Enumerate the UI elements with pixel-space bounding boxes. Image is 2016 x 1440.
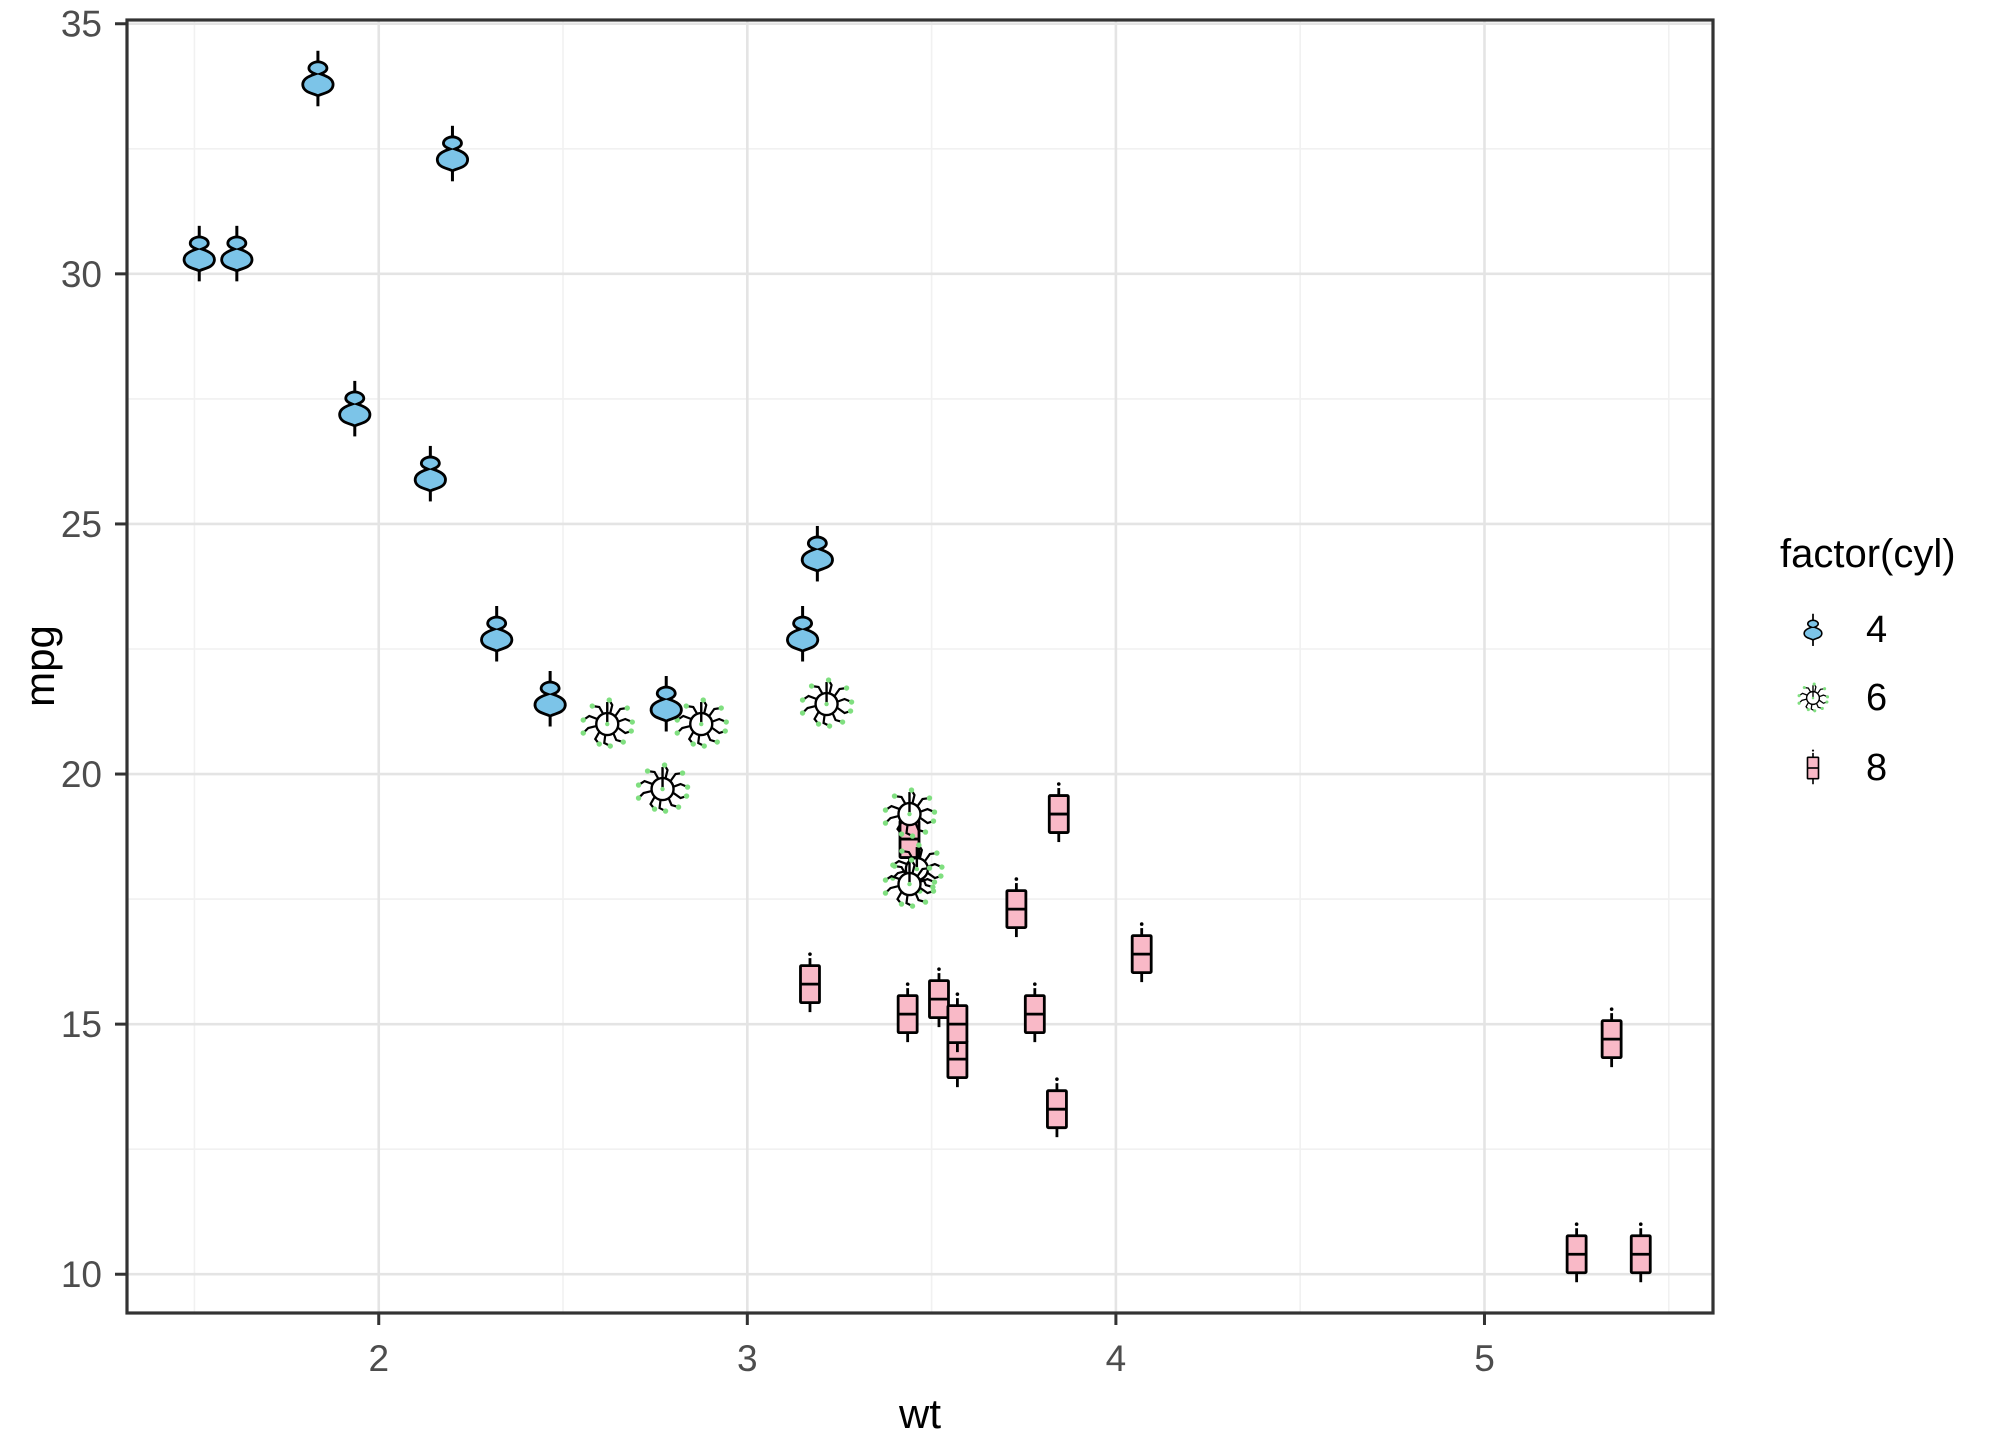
data-points <box>182 50 1652 1283</box>
point-cyl4 <box>800 525 834 582</box>
x-tick-labels: 2 3 4 5 <box>368 1338 1494 1379</box>
point-cyl8 <box>1046 1077 1068 1138</box>
x-tick-label: 2 <box>368 1338 389 1379</box>
point-cyl8 <box>1047 782 1070 843</box>
point-cyl6 <box>882 857 938 909</box>
axis-ticks <box>115 22 1486 1325</box>
legend-label-8: 8 <box>1866 747 1888 789</box>
legend-key-4 <box>1803 613 1823 646</box>
x-tick-label: 3 <box>737 1338 758 1379</box>
x-tick-label: 5 <box>1474 1338 1495 1379</box>
point-cyl4 <box>182 225 216 282</box>
point-cyl8 <box>1600 1007 1623 1068</box>
point-cyl4 <box>220 225 254 282</box>
y-axis-title: mpg <box>16 625 63 707</box>
point-cyl6 <box>580 697 635 749</box>
point-cyl4 <box>480 605 514 662</box>
legend-keys <box>1797 613 1830 785</box>
grid-major <box>127 20 1713 1313</box>
point-cyl8 <box>946 992 969 1053</box>
legend-label-4: 4 <box>1866 609 1888 651</box>
y-tick-label: 15 <box>61 1004 102 1045</box>
point-cyl8 <box>928 967 950 1028</box>
point-cyl6 <box>799 677 855 729</box>
point-cyl6 <box>674 697 729 749</box>
point-cyl8 <box>1023 982 1046 1043</box>
point-cyl4 <box>533 671 567 727</box>
point-cyl8 <box>1629 1222 1652 1283</box>
point-cyl4 <box>435 125 470 182</box>
point-cyl4 <box>649 676 683 732</box>
legend-key-8 <box>1806 749 1820 785</box>
y-tick-label: 10 <box>61 1254 102 1295</box>
point-cyl4 <box>786 605 820 662</box>
point-cyl8 <box>896 982 919 1043</box>
point-cyl8 <box>1565 1222 1588 1283</box>
x-tick-label: 4 <box>1106 1338 1127 1379</box>
point-cyl4 <box>413 445 447 502</box>
y-tick-label: 30 <box>61 254 102 295</box>
y-tick-label: 35 <box>61 4 102 45</box>
point-cyl4 <box>301 50 335 107</box>
point-cyl8 <box>1130 922 1153 983</box>
legend-title: factor(cyl) <box>1780 532 1956 576</box>
y-tick-label: 25 <box>61 504 102 545</box>
y-tick-label: 20 <box>61 754 102 795</box>
panel-background <box>127 20 1713 1313</box>
point-cyl8 <box>799 952 821 1013</box>
y-tick-labels: 10 15 20 25 30 35 <box>61 4 102 1295</box>
legend-key-6 <box>1797 682 1830 713</box>
legend-label-6: 6 <box>1866 677 1888 719</box>
point-cyl6 <box>882 787 938 839</box>
grid-minor <box>127 20 1713 1313</box>
x-axis-title: wt <box>899 1390 941 1437</box>
panel-border <box>125 18 1715 1315</box>
point-cyl4 <box>338 380 372 437</box>
point-cyl8 <box>1005 877 1028 938</box>
point-cyl6 <box>635 762 691 814</box>
